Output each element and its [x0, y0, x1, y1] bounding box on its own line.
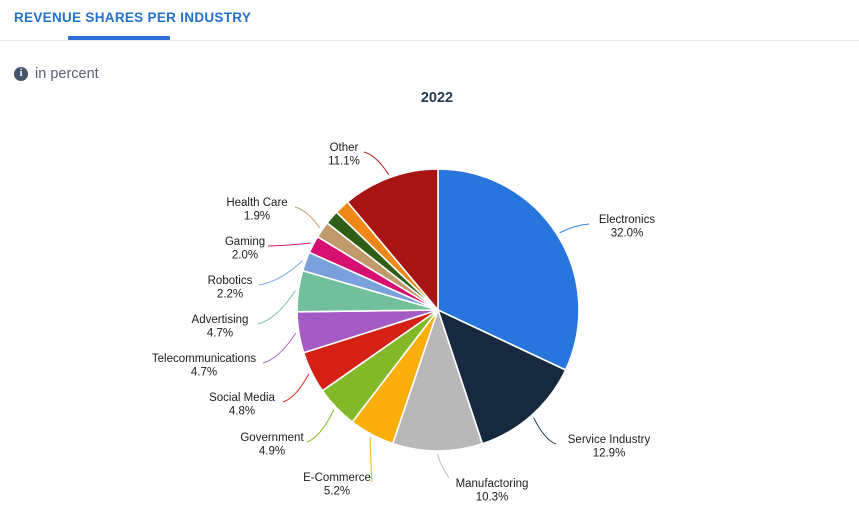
pie-slice-manufactoring[interactable] [391, 309, 484, 452]
pie-slice-other[interactable] [346, 168, 439, 311]
leader-line [262, 332, 297, 364]
tab-revenue-shares-per-industry[interactable]: REVENUE SHARES PER INDUSTRY [14, 10, 252, 25]
unit-note-text: in percent [35, 66, 99, 82]
leader-line [533, 417, 557, 445]
slice-label: Government 4.9% [240, 432, 304, 458]
leader-line [257, 290, 296, 325]
leader-line [306, 409, 335, 443]
slice-label: Robotics 2.2% [208, 275, 253, 301]
unit-note: i in percent [14, 66, 99, 82]
tab-bar: REVENUE SHARES PER INDUSTRY [0, 0, 859, 41]
chart-title: 2022 [420, 90, 454, 106]
slice-label: Advertising 4.7% [192, 314, 249, 340]
tabbar-divider [0, 40, 859, 41]
slice-label: Social Media 4.8% [209, 392, 275, 418]
leader-line [282, 373, 310, 403]
slice-label: Service Industry 12.9% [568, 434, 651, 460]
leader-line [559, 223, 590, 234]
slice-label: Health Care 1.9% [226, 197, 287, 223]
leader-line [437, 453, 450, 479]
info-icon: i [14, 67, 28, 81]
leader-line [363, 151, 390, 175]
slice-label: E-Commerce 5.2% [303, 472, 371, 498]
slice-label: Manufactoring 10.3% [456, 478, 529, 504]
leader-line [267, 242, 311, 247]
pie-slice-electronics[interactable] [437, 168, 580, 371]
leader-line [294, 206, 321, 229]
slice-label: Telecommunications 4.7% [152, 353, 256, 379]
pie-slice-service-industry[interactable] [437, 309, 567, 445]
slice-label: Other 11.1% [328, 142, 360, 168]
slice-label: Gaming 2.0% [225, 236, 265, 262]
slice-label: Electronics 32.0% [599, 214, 655, 240]
active-tab-indicator [68, 36, 170, 40]
leader-line [369, 436, 373, 483]
leader-line [258, 260, 304, 286]
